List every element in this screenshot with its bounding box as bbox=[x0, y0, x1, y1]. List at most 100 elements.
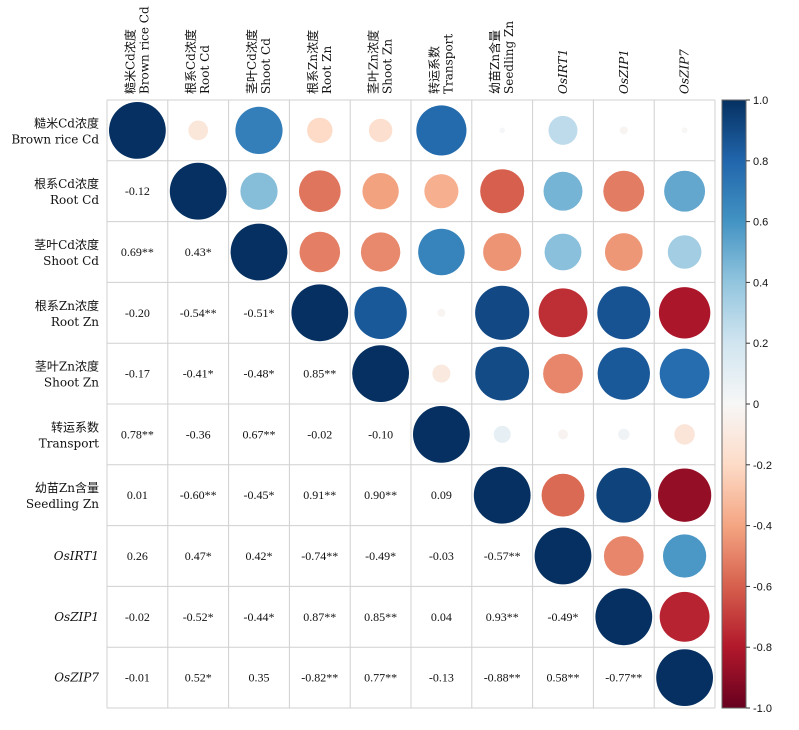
coef-label-9-5: -0.13 bbox=[429, 671, 454, 685]
colorbar-tick-label-0: 1.0 bbox=[753, 95, 768, 107]
circle-5-8 bbox=[618, 428, 630, 441]
circle-1-4 bbox=[362, 173, 399, 210]
coef-label-6-0: 0.01 bbox=[127, 488, 148, 502]
circle-4-5 bbox=[432, 364, 451, 383]
circle-2-2 bbox=[230, 223, 288, 281]
row-label-zh-6: 幼苗Zn含量 bbox=[35, 480, 99, 495]
col-label-en-6: Seedling Zn bbox=[502, 21, 516, 94]
coef-label-9-1: 0.52* bbox=[185, 671, 212, 685]
row-label-en-0: Brown rice Cd bbox=[11, 132, 99, 146]
coef-label-5-0: 0.78** bbox=[121, 427, 154, 441]
colorbar bbox=[721, 99, 747, 709]
circle-6-7 bbox=[541, 473, 585, 517]
circle-0-2 bbox=[235, 106, 283, 154]
coef-label-2-1: 0.43* bbox=[185, 245, 212, 259]
col-label-en-9: OsZIP7 bbox=[678, 49, 692, 94]
colorbar-tick-label-9: -0.8 bbox=[753, 642, 772, 654]
row-label-zh-2: 茎叶Cd浓度 bbox=[34, 237, 99, 252]
circle-6-9 bbox=[657, 468, 712, 522]
row-labels: 糙米Cd浓度 Brown rice Cd 根系Cd浓度 Root Cd 茎叶Cd浓度 Sh… bbox=[11, 115, 99, 684]
grid-lines bbox=[106, 99, 716, 709]
coef-label-7-0: 0.26 bbox=[127, 549, 148, 563]
circle-1-7 bbox=[543, 171, 583, 211]
coef-label-6-4: 0.90** bbox=[364, 488, 397, 502]
row-label-zh-3: 根系Zn浓度 bbox=[35, 298, 99, 313]
col-label-en-4: Shoot Zn bbox=[381, 39, 395, 94]
row-label-en-3: Root Zn bbox=[51, 315, 99, 329]
coef-label-8-0: -0.02 bbox=[125, 610, 150, 624]
circle-3-5 bbox=[437, 308, 446, 317]
coef-label-9-2: 0.35 bbox=[249, 671, 270, 685]
circle-7-8 bbox=[603, 536, 644, 576]
circle-4-8 bbox=[597, 347, 650, 400]
circle-3-7 bbox=[538, 288, 588, 338]
coef-label-7-1: 0.47* bbox=[185, 549, 212, 563]
col-label-zh-0: 糙米Cd浓度 bbox=[122, 29, 137, 94]
circle-0-3 bbox=[307, 117, 333, 144]
coef-label-6-2: -0.45* bbox=[244, 488, 275, 502]
circle-3-4 bbox=[354, 286, 407, 339]
col-label-en-7: OsIRT1 bbox=[556, 49, 570, 94]
circle-6-6 bbox=[473, 466, 531, 524]
row-label-zh-5: 转运系数 bbox=[51, 419, 99, 434]
colorbar-tick-label-7: -0.4 bbox=[753, 521, 772, 533]
row-label-en-6: Seedling Zn bbox=[26, 497, 99, 511]
row-label-zh-0: 糙米Cd浓度 bbox=[34, 115, 99, 130]
circle-7-7 bbox=[534, 527, 592, 585]
coef-label-7-2: 0.42* bbox=[246, 549, 273, 563]
col-label-zh-3: 根系Zn浓度 bbox=[305, 30, 320, 94]
circle-7-9 bbox=[662, 534, 707, 578]
colorbar-tick-label-10: -1.0 bbox=[753, 703, 772, 715]
row-label-zh-4: 茎叶Zn浓度 bbox=[35, 359, 99, 374]
coef-label-8-6: 0.93** bbox=[486, 610, 519, 624]
circle-1-1 bbox=[169, 162, 227, 220]
circle-2-8 bbox=[604, 233, 643, 271]
coef-label-7-3: -0.74** bbox=[301, 549, 338, 563]
colorbar-tick-label-2: 0.6 bbox=[753, 217, 768, 229]
coef-label-5-2: 0.67** bbox=[243, 427, 276, 441]
circle-0-9 bbox=[681, 127, 688, 134]
circle-4-9 bbox=[659, 348, 710, 399]
coef-label-4-1: -0.41* bbox=[183, 367, 214, 381]
circle-5-6 bbox=[493, 425, 511, 443]
circle-8-9 bbox=[659, 591, 710, 642]
coef-label-4-0: -0.17 bbox=[125, 367, 150, 381]
coef-label-9-3: -0.82** bbox=[301, 671, 338, 685]
coef-label-7-5: -0.03 bbox=[429, 549, 454, 563]
coef-label-1-0: -0.12 bbox=[125, 184, 150, 198]
coef-label-4-3: 0.85** bbox=[303, 367, 336, 381]
coef-label-5-1: -0.36 bbox=[186, 427, 211, 441]
row-label-zh-1: 根系Cd浓度 bbox=[34, 176, 99, 191]
circle-2-4 bbox=[360, 232, 401, 272]
col-label-en-2: Shoot Cd bbox=[259, 38, 273, 94]
coef-label-9-6: -0.88** bbox=[484, 671, 521, 685]
row-label-en-2: Shoot Cd bbox=[43, 254, 99, 268]
circle-2-7 bbox=[544, 233, 582, 271]
circle-4-6 bbox=[475, 346, 530, 401]
col-label-zh-6: 幼苗Zn含量 bbox=[487, 30, 502, 94]
coef-label-7-6: -0.57** bbox=[484, 549, 521, 563]
circle-5-9 bbox=[674, 424, 695, 445]
coef-label-9-4: 0.77** bbox=[364, 671, 397, 685]
coef-label-8-3: 0.87** bbox=[303, 610, 336, 624]
circle-5-7 bbox=[558, 429, 568, 440]
coef-label-8-5: 0.04 bbox=[431, 610, 452, 624]
circle-0-1 bbox=[188, 120, 209, 141]
circle-4-4 bbox=[352, 345, 409, 402]
circle-2-9 bbox=[667, 235, 702, 269]
row-label-en-8: OsZIP1 bbox=[54, 610, 99, 624]
colorbar-ticks: 1.0 0.8 0.6 0.4 0.2 0 -0.2 -0.4 -0.6 -0.8 -1.0 bbox=[746, 95, 772, 715]
circle-1-6 bbox=[480, 169, 525, 214]
coef-label-8-7: -0.49* bbox=[548, 610, 579, 624]
circle-3-6 bbox=[475, 285, 530, 340]
coef-label-5-4: -0.10 bbox=[368, 427, 393, 441]
circle-1-8 bbox=[603, 170, 645, 212]
circle-3-8 bbox=[597, 286, 651, 340]
col-label-zh-5: 转运系数 bbox=[426, 46, 441, 94]
col-label-zh-4: 茎叶Zn浓度 bbox=[366, 30, 381, 94]
circle-1-5 bbox=[424, 174, 459, 209]
colorbar-tick-label-5: 0 bbox=[753, 399, 759, 411]
matrix-cells: -0.12 0.69** 0.43* -0.20 -0.54** -0.51* -0.17 -… bbox=[108, 101, 713, 706]
row-label-en-5: Transport bbox=[39, 436, 99, 450]
